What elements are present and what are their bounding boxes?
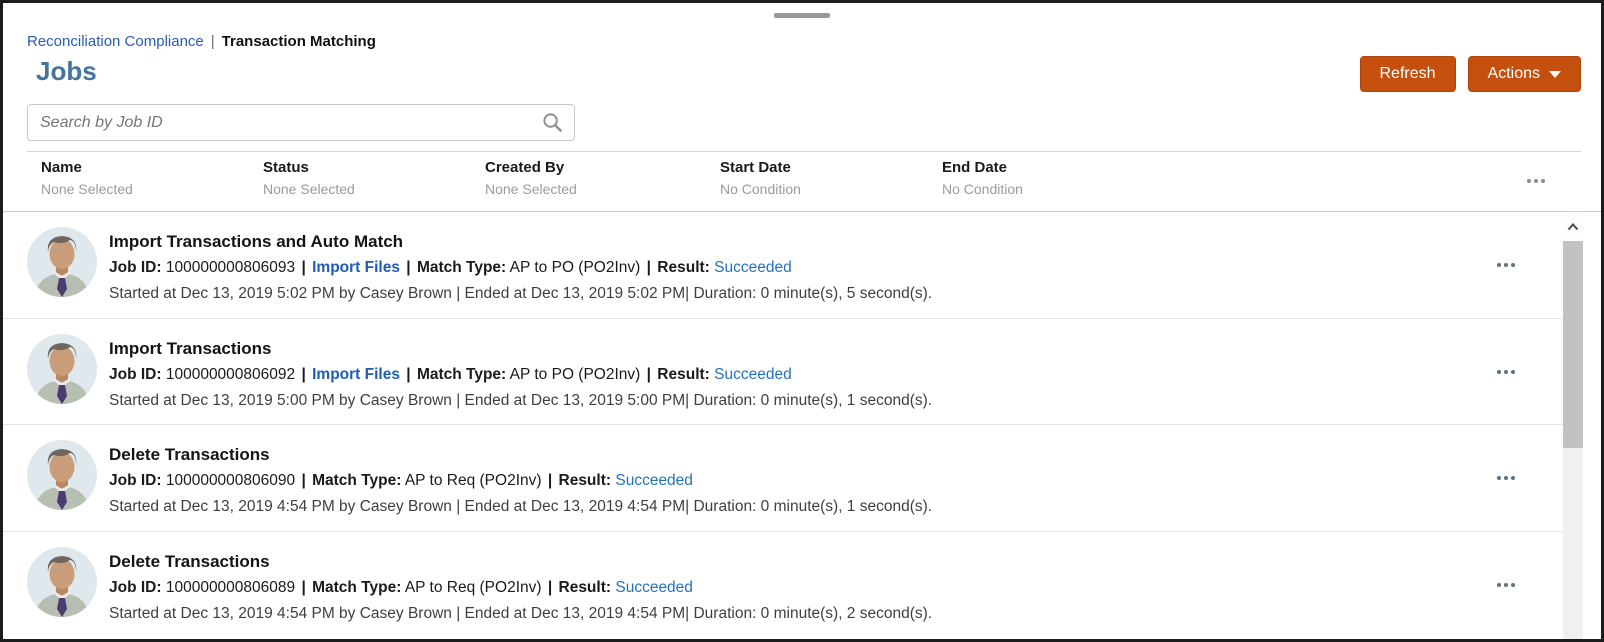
breadcrumb: Reconciliation Compliance | Transaction Ma… <box>27 33 1581 50</box>
filter-name-label: Name <box>41 159 82 176</box>
job-timing: Started at Dec 13, 2019 4:54 PM by Casey… <box>109 498 933 515</box>
breadcrumb-separator: | <box>210 33 215 50</box>
row-actions-menu-icon[interactable] <box>1497 369 1515 374</box>
result-succeeded-link[interactable]: Succeeded <box>714 259 792 276</box>
filter-end-date-condition: No Condition <box>942 181 1023 197</box>
window-drag-handle[interactable] <box>774 13 830 18</box>
scrollbar <box>1563 212 1583 639</box>
result-succeeded-link[interactable]: Succeeded <box>615 578 693 596</box>
job-title: Delete Transactions <box>109 445 270 464</box>
avatar <box>27 227 97 297</box>
filter-created-by-label: Created By <box>485 159 565 176</box>
avatar <box>27 546 97 617</box>
filter-status-label: Status <box>263 159 309 176</box>
search-icon[interactable] <box>542 112 563 133</box>
job-row: Delete Transactions Job ID: 100000000806… <box>3 531 1563 638</box>
actions-button[interactable]: Actions <box>1467 56 1581 92</box>
breadcrumb-transaction-matching: Transaction Matching <box>221 33 376 50</box>
row-actions-menu-icon[interactable] <box>1497 263 1515 268</box>
import-files-link[interactable]: Import Files <box>312 365 400 383</box>
jobs-list: Import Transactions and Auto Match Job I… <box>3 211 1601 639</box>
refresh-button[interactable]: Refresh <box>1359 56 1456 92</box>
row-actions-menu-icon[interactable] <box>1497 583 1515 588</box>
filter-created-by[interactable]: Created By None Selected <box>485 159 720 197</box>
job-title: Import Transactions <box>109 338 272 358</box>
actions-button-label: Actions <box>1487 65 1540 82</box>
avatar <box>27 333 97 404</box>
filter-name[interactable]: Name None Selected <box>41 159 263 197</box>
page-header: Reconciliation Compliance | Transaction Ma… <box>3 3 1601 92</box>
filter-start-date-label: Start Date <box>720 159 791 176</box>
job-row: Import Transactions and Auto Match Job I… <box>3 212 1563 319</box>
breadcrumb-reconciliation-compliance[interactable]: Reconciliation Compliance <box>27 33 204 50</box>
search-input[interactable] <box>27 104 575 141</box>
scrollbar-thumb[interactable] <box>1563 241 1583 448</box>
avatar <box>27 440 97 510</box>
page-title: Jobs <box>36 56 97 86</box>
filter-status-condition: None Selected <box>263 181 355 197</box>
scrollbar-track[interactable] <box>1563 241 1583 639</box>
job-row: Import Transactions Job ID: 100000000806… <box>3 318 1563 425</box>
filter-end-date-label: End Date <box>942 159 1008 176</box>
job-detail: Job ID: 100000000806089 | Match Type: AP… <box>109 578 693 596</box>
filter-overflow-menu-icon[interactable] <box>1527 159 1545 197</box>
job-detail: Job ID: 100000000806092 | Import Files |… <box>109 365 792 383</box>
chevron-up-icon <box>1567 222 1579 230</box>
job-title: Delete Transactions <box>109 551 270 571</box>
refresh-button-label: Refresh <box>1379 65 1436 82</box>
filter-name-condition: None Selected <box>41 181 133 197</box>
scrollbar-up-button[interactable] <box>1563 212 1583 241</box>
job-row: Delete Transactions Job ID: 100000000806… <box>3 425 1563 532</box>
caret-down-icon <box>1549 70 1561 78</box>
job-detail: Job ID: 100000000806090 | Match Type: AP… <box>109 472 693 489</box>
result-succeeded-link[interactable]: Succeeded <box>714 365 792 383</box>
result-succeeded-link[interactable]: Succeeded <box>615 472 693 489</box>
job-timing: Started at Dec 13, 2019 4:54 PM by Casey… <box>109 604 933 622</box>
filter-bar: Name None Selected Status None Selected … <box>27 151 1581 206</box>
job-timing: Started at Dec 13, 2019 5:02 PM by Casey… <box>109 285 933 302</box>
import-files-link[interactable]: Import Files <box>312 259 400 276</box>
filter-end-date[interactable]: End Date No Condition <box>942 159 1164 197</box>
job-timing: Started at Dec 13, 2019 5:00 PM by Casey… <box>109 391 933 409</box>
filter-start-date[interactable]: Start Date No Condition <box>720 159 942 197</box>
filter-created-by-condition: None Selected <box>485 181 577 197</box>
filter-start-date-condition: No Condition <box>720 181 801 197</box>
row-actions-menu-icon[interactable] <box>1497 476 1515 481</box>
job-title: Import Transactions and Auto Match <box>109 232 404 251</box>
job-detail: Job ID: 100000000806093 | Import Files |… <box>109 259 792 276</box>
filter-status[interactable]: Status None Selected <box>263 159 485 197</box>
